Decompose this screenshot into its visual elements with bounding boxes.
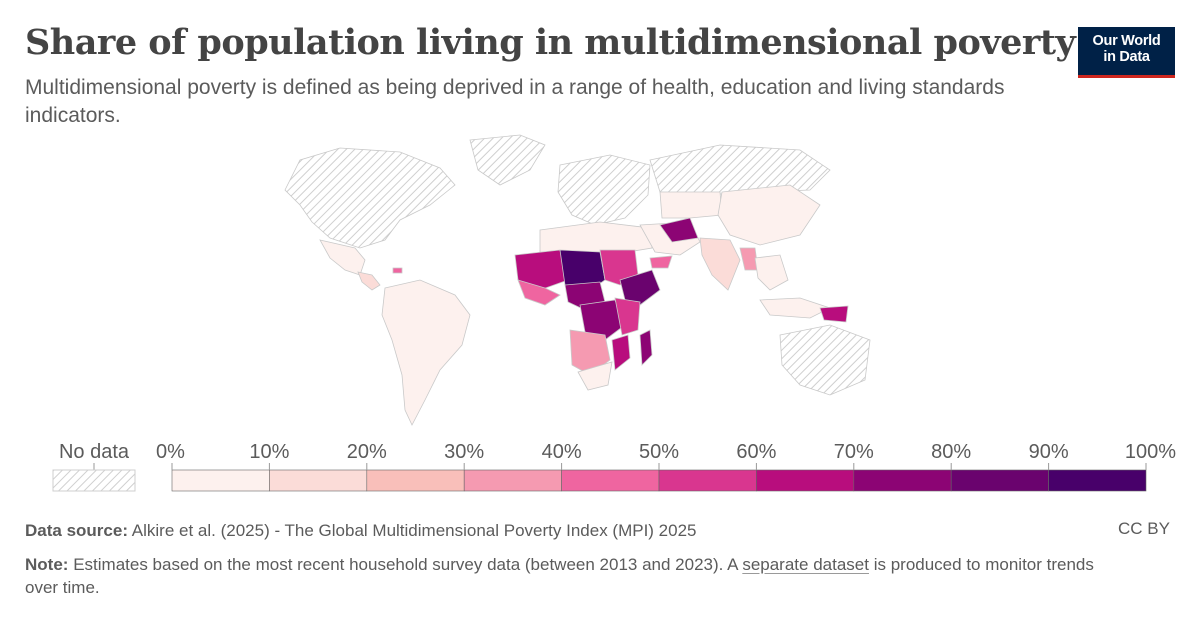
note-text-1: Estimates based on the most recent house…: [73, 555, 738, 574]
legend-tick-label: 70%: [834, 441, 874, 463]
note-text-2: is produced to monitor trends over time.: [25, 555, 1094, 597]
owid-logo[interactable]: Our World in Data: [1078, 27, 1175, 78]
legend-bin-1[interactable]: [269, 469, 368, 492]
region-southeast-asia[interactable]: [754, 254, 789, 291]
data-source: Data source: Alkire et al. (2025) - The …: [25, 519, 1175, 542]
region-greenland[interactable]: [469, 134, 546, 186]
region-yemen[interactable]: [649, 255, 673, 269]
region-europe[interactable]: [557, 154, 651, 226]
legend-tick-label: 0%: [156, 441, 185, 463]
separate-dataset-link[interactable]: separate dataset: [742, 555, 869, 574]
legend-tick-label: 10%: [249, 441, 289, 463]
region-china[interactable]: [717, 184, 821, 246]
note-label: Note:: [25, 555, 69, 574]
map-regions: [284, 134, 871, 426]
region-papua-new-guinea[interactable]: [819, 305, 849, 323]
legend-bin-9[interactable]: [1048, 469, 1147, 492]
legend-tick-label: 20%: [347, 441, 387, 463]
region-east-africa[interactable]: [614, 297, 641, 336]
region-central-asia[interactable]: [659, 191, 723, 219]
chart-title: Share of population living in multidimen…: [25, 22, 1076, 63]
region-australia[interactable]: [779, 324, 871, 396]
region-north-america[interactable]: [284, 147, 456, 249]
region-central-america[interactable]: [357, 271, 381, 291]
region-dr-congo[interactable]: [579, 299, 626, 341]
logo-line-1: Our World: [1092, 33, 1161, 49]
region-south-africa[interactable]: [577, 361, 613, 391]
color-legend: No data 0% 10% 20% 30% 40% 50% 60% 70% 80% 90% 100…: [52, 441, 1176, 492]
legend-tick-label: 100%: [1125, 441, 1176, 463]
legend-tick-label: 80%: [931, 441, 971, 463]
legend-bin-2[interactable]: [366, 469, 465, 492]
world-map[interactable]: [0, 130, 1200, 435]
legend-tick-label: 40%: [542, 441, 582, 463]
legend-bin-8[interactable]: [950, 469, 1049, 492]
legend-bin-6[interactable]: [756, 469, 855, 492]
legend-bin-5[interactable]: [658, 469, 757, 492]
chart-subtitle: Multidimensional poverty is defined as b…: [25, 76, 1005, 127]
region-ethiopia[interactable]: [619, 269, 661, 306]
region-west-africa-coast[interactable]: [517, 279, 561, 306]
legend-tick-label: 90%: [1029, 441, 1069, 463]
legend-ticks: 0% 10% 20% 30% 40% 50% 60% 70% 80% 90% 100%: [156, 441, 1176, 470]
source-text: Alkire et al. (2025) - The Global Multid…: [131, 521, 697, 540]
source-label: Data source:: [25, 521, 128, 540]
legend-bin-4[interactable]: [561, 469, 660, 492]
region-haiti[interactable]: [392, 267, 403, 274]
legend-tick-label: 30%: [444, 441, 484, 463]
legend-bin-3[interactable]: [463, 469, 562, 492]
legend-no-data-swatch: [52, 469, 136, 492]
legend-tick-label: 50%: [639, 441, 679, 463]
note: Note: Estimates based on the most recent…: [25, 553, 1105, 599]
region-indonesia[interactable]: [759, 297, 832, 319]
legend-no-data-label: No data: [59, 441, 130, 463]
license-label[interactable]: CC BY: [1118, 519, 1170, 538]
region-sahel-west[interactable]: [514, 249, 569, 291]
logo-line-2: in Data: [1103, 49, 1150, 65]
legend-bins: [171, 469, 1147, 492]
region-mozambique[interactable]: [611, 334, 631, 371]
region-russia[interactable]: [649, 144, 831, 196]
region-south-america[interactable]: [381, 279, 471, 426]
region-afghanistan[interactable]: [659, 217, 699, 243]
legend-bin-0[interactable]: [171, 469, 270, 492]
region-madagascar[interactable]: [639, 329, 653, 366]
legend-tick-label: 60%: [736, 441, 776, 463]
region-india[interactable]: [699, 237, 741, 291]
legend-bin-7[interactable]: [853, 469, 952, 492]
